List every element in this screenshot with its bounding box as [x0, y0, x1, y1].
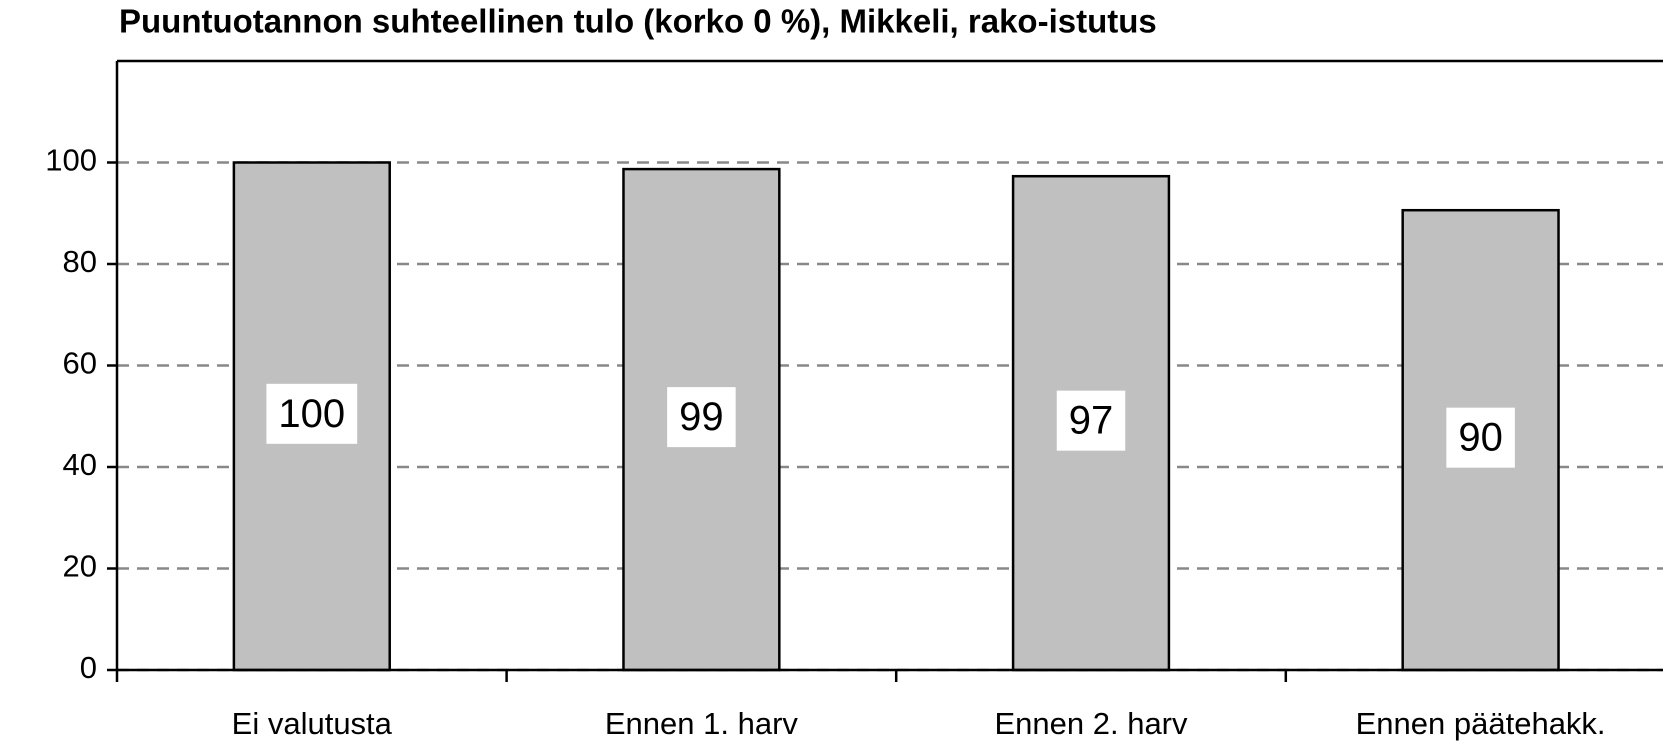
value-label-box	[1446, 407, 1515, 468]
y-tick-label: 100	[45, 143, 97, 178]
x-tick-label: Ennen 2. harv	[994, 706, 1188, 741]
x-tick-label: Ennen päätehakk.	[1356, 706, 1606, 741]
y-tick-label: 0	[80, 650, 97, 685]
y-tick-label: 40	[63, 447, 97, 482]
y-tick-label: 20	[63, 549, 97, 584]
value-label: 100	[278, 392, 345, 436]
chart-title: Puuntuotannon suhteellinen tulo (korko 0…	[119, 3, 1157, 40]
value-label: 90	[1458, 416, 1503, 460]
value-label-box	[1056, 390, 1126, 451]
value-label: 97	[1069, 399, 1114, 443]
value-label-box	[667, 387, 736, 448]
value-label: 99	[679, 395, 724, 439]
x-tick-label: Ennen 1. harv	[605, 706, 799, 741]
y-tick-label: 60	[63, 346, 97, 381]
value-label-box	[266, 383, 358, 444]
x-tick-label: Ei valutusta	[232, 706, 393, 741]
y-tick-label: 80	[63, 244, 97, 279]
